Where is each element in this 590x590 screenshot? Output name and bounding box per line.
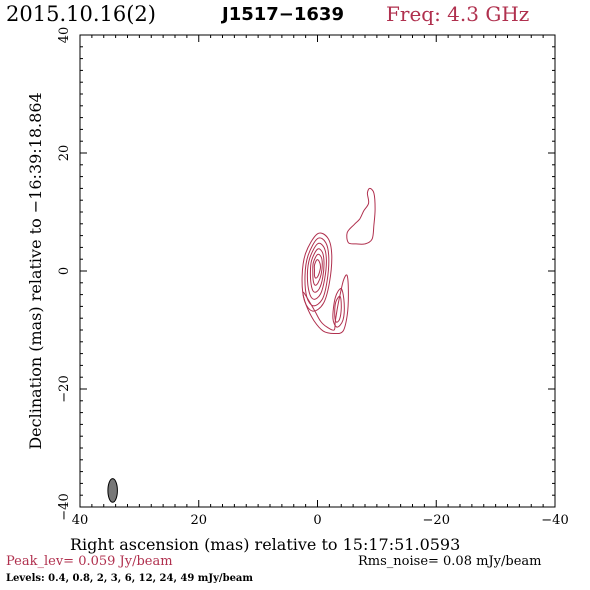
x-tick-label: 20 (190, 513, 207, 528)
y-tick-label: 0 (57, 267, 72, 275)
x-tick-label: −20 (423, 513, 450, 528)
rms-noise: Rms_noise= 0.08 mJy/beam (358, 554, 542, 569)
tick-labels: 40 20 0 −20 −40 −40 −20 0 20 40 (57, 27, 569, 528)
x-tick-label: 0 (313, 513, 321, 528)
contour-levels: Levels: 0.4, 0.8, 2, 3, 6, 12, 24, 49 mJ… (6, 573, 253, 584)
x-tick-label: 40 (72, 513, 89, 528)
contour-core-0 (301, 232, 333, 312)
frequency-label: Freq: 4.3 GHz (386, 2, 530, 26)
contour-core-3 (309, 248, 325, 293)
source-name: J1517−1639 (222, 4, 344, 25)
x-tick-label: −40 (541, 513, 568, 528)
axis-ticks (79, 34, 556, 508)
plot-frame (79, 34, 556, 508)
y-axis-label-text: Declination (mas) relative to −16:39:18.… (26, 92, 45, 449)
contour-southern-extension-1 (332, 288, 345, 328)
contour-core-5 (313, 259, 322, 279)
y-tick-label: −40 (57, 493, 72, 520)
contour-jet-blob-0 (346, 187, 376, 245)
y-tick-label: 20 (57, 145, 72, 162)
contour-core-1 (304, 237, 330, 307)
x-axis-label: Right ascension (mas) relative to 15:17:… (70, 535, 461, 554)
contour-core-2 (306, 242, 327, 300)
beam-ellipse (107, 478, 118, 503)
restoring-beam (107, 478, 118, 503)
peak-level: Peak_lev= 0.059 Jy/beam (6, 554, 173, 569)
observation-date: 2015.10.16(2) (6, 2, 156, 26)
contour-lines (301, 187, 376, 335)
contour-southern-extension-0 (302, 274, 349, 335)
y-tick-label: 40 (57, 27, 72, 44)
contour-southern-extension-2 (334, 295, 342, 323)
contour-core-4 (312, 253, 323, 286)
y-tick-label: −20 (57, 375, 72, 402)
y-axis-label: Declination (mas) relative to −16:39:18.… (26, 92, 45, 449)
